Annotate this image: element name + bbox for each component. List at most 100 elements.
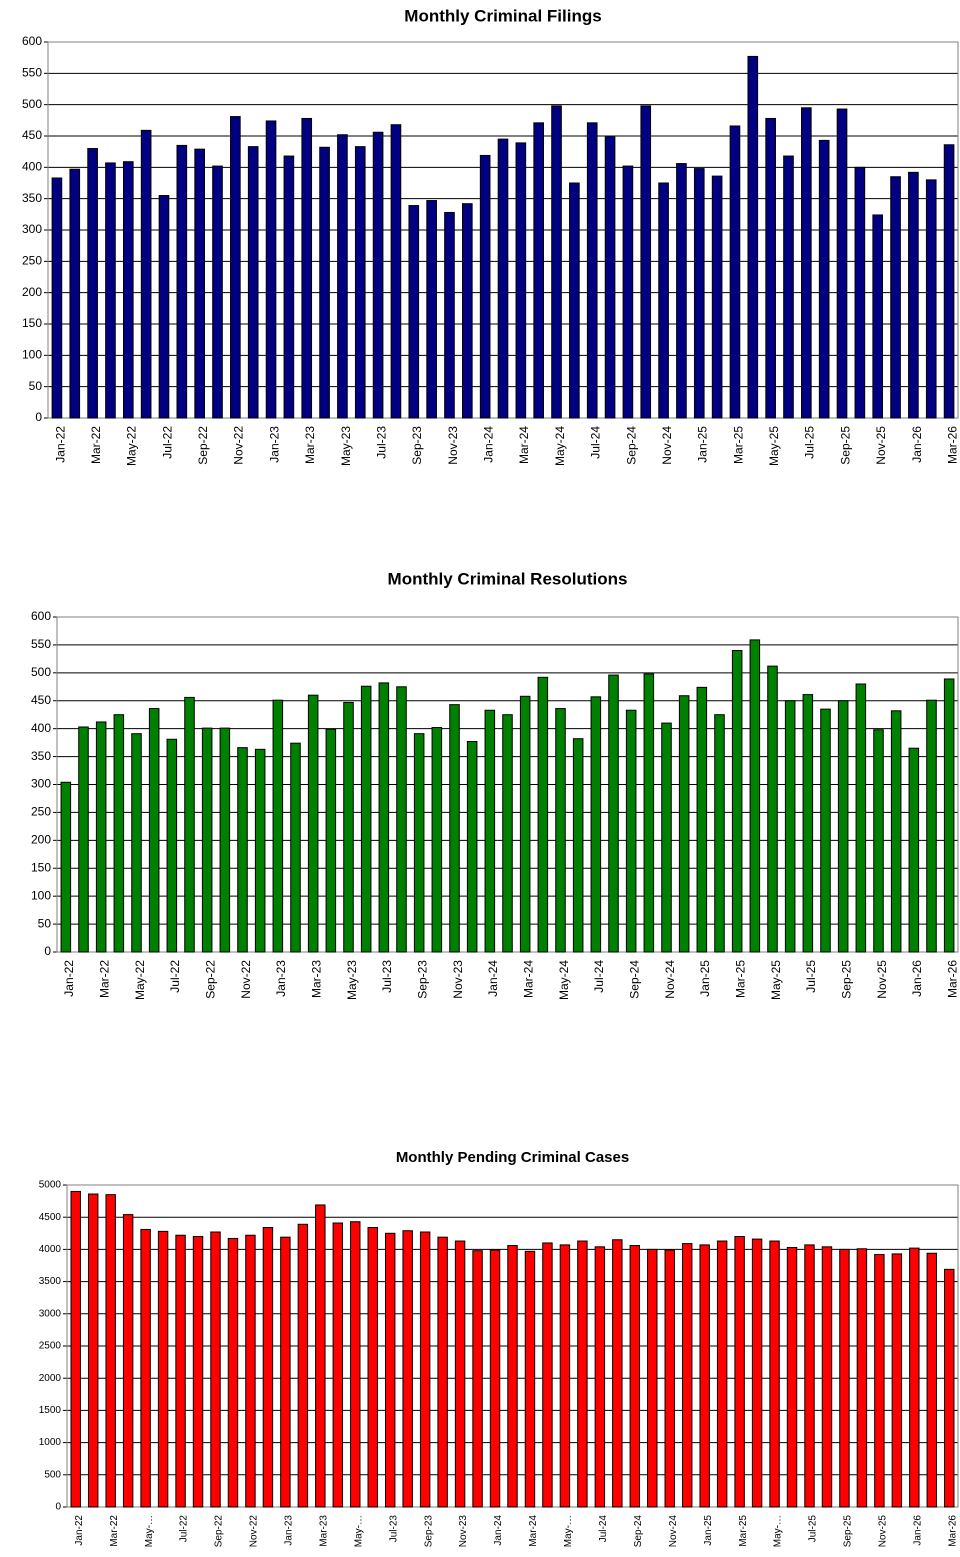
bar	[926, 1252, 938, 1508]
bar	[372, 131, 384, 419]
x-tick-label: Nov-25	[878, 1515, 889, 1548]
bar	[332, 1222, 344, 1508]
x-tick-label: Jan-22	[53, 426, 67, 463]
y-tick-label: 500	[44, 1469, 61, 1480]
bar	[122, 1214, 134, 1508]
y-tick-label: 600	[22, 34, 42, 48]
x-tick-label: Nov-23	[451, 960, 465, 999]
bar	[890, 176, 901, 419]
bar	[280, 1236, 291, 1508]
bar	[479, 154, 491, 419]
bar	[926, 699, 937, 953]
bar	[354, 146, 366, 419]
bar	[408, 205, 420, 419]
x-tick-label: Jan-25	[696, 426, 710, 463]
bar	[855, 683, 867, 953]
y-tick-label: 450	[31, 693, 51, 707]
bar	[664, 1249, 675, 1508]
y-tick-label: 450	[22, 128, 42, 142]
x-tick-label: Jan-22	[74, 1515, 85, 1546]
y-tick-label: 100	[31, 888, 51, 902]
bar	[262, 1227, 274, 1508]
bar	[437, 1236, 448, 1508]
bar	[678, 695, 690, 953]
bar	[783, 155, 794, 419]
x-tick-label: Sep-22	[214, 1515, 225, 1548]
x-tick-label: Nov-25	[874, 426, 888, 465]
bar	[166, 738, 178, 953]
x-tick-label: May-22	[125, 426, 139, 466]
x-tick-label: Jan-25	[698, 960, 712, 997]
bar	[237, 747, 248, 953]
bar	[555, 708, 566, 953]
bar	[396, 686, 407, 953]
x-tick-label: Nov-23	[446, 426, 460, 465]
bar	[337, 134, 348, 419]
x-tick-label: Nov-23	[458, 1515, 469, 1548]
bar	[716, 1240, 728, 1508]
y-tick-label: 0	[44, 944, 51, 958]
y-tick-label: 50	[29, 379, 43, 393]
bar	[551, 105, 562, 419]
y-tick-label: 150	[22, 316, 42, 330]
x-tick-label: Mar-22	[98, 960, 112, 998]
x-tick-label: Sep-23	[423, 1515, 434, 1548]
bar	[693, 168, 705, 419]
x-tick-label: Jan-22	[62, 960, 76, 997]
x-tick-label: Jul-23	[374, 426, 388, 459]
chart-title: Monthly Criminal Filings	[404, 6, 601, 25]
bar	[891, 1253, 903, 1508]
bar	[804, 1244, 815, 1508]
bar	[70, 1190, 81, 1508]
x-tick-label: Jul-22	[168, 960, 182, 993]
bar	[767, 665, 778, 953]
y-tick-label: 350	[31, 749, 51, 763]
x-tick-label: Jan-23	[267, 426, 281, 463]
bar	[122, 161, 134, 419]
bar	[622, 165, 634, 419]
bar	[661, 722, 672, 953]
y-tick-label: 300	[22, 222, 42, 236]
y-tick-label: 2000	[39, 1373, 62, 1384]
y-tick-label: 0	[35, 410, 42, 424]
x-tick-label: Jan-26	[910, 960, 924, 997]
bar	[873, 729, 884, 953]
bar	[801, 107, 812, 419]
x-tick-label: Sep-24	[633, 1515, 644, 1548]
bar	[590, 696, 602, 953]
x-tick-label: Jul-22	[179, 1515, 190, 1543]
bar	[192, 1236, 204, 1508]
bar	[210, 1231, 221, 1508]
bar	[426, 200, 437, 419]
bar	[325, 728, 337, 953]
x-tick-label: May-24	[553, 426, 567, 466]
bar	[489, 1249, 501, 1508]
bar	[360, 685, 372, 953]
x-tick-label: Nov-24	[668, 1515, 679, 1548]
bar	[140, 129, 152, 419]
y-tick-label: 500	[31, 665, 51, 679]
y-tick-label: 2500	[39, 1341, 62, 1352]
y-tick-label: 550	[22, 66, 42, 80]
x-tick-label: Mar-24	[528, 1515, 539, 1547]
bar	[572, 738, 584, 953]
bar	[747, 55, 759, 419]
x-tick-label: Mar-23	[303, 426, 317, 464]
x-tick-label: Jan-24	[482, 426, 496, 463]
bar	[837, 700, 849, 953]
bar	[696, 686, 708, 953]
x-tick-label: May-22	[133, 960, 147, 1000]
bar	[734, 1236, 745, 1508]
x-tick-label: Nov-22	[232, 426, 246, 465]
bar	[569, 182, 580, 419]
y-tick-label: 150	[31, 860, 51, 874]
bar	[297, 1223, 309, 1508]
bar	[608, 674, 619, 953]
bar	[254, 748, 266, 953]
bar	[643, 673, 655, 953]
y-tick-label: 5000	[39, 1180, 62, 1191]
bar	[402, 1230, 413, 1508]
bar	[765, 117, 776, 419]
bar	[749, 639, 761, 953]
bar	[856, 1248, 868, 1508]
